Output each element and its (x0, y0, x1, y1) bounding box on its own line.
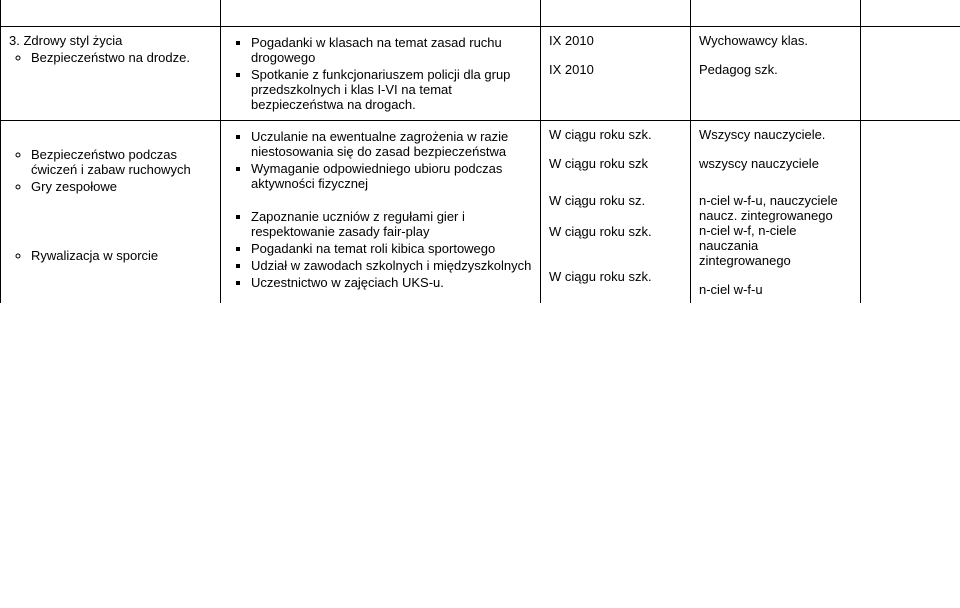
list-item: Uczulanie na ewentualne zagrożenia w raz… (251, 129, 532, 159)
table-row: Bezpieczeństwo podczas ćwiczeń i zabaw r… (1, 120, 960, 303)
list-item: Bezpieczeństwo na drodze. (31, 50, 212, 65)
list-item: Udział w zawodach szkolnych i międzyszko… (251, 258, 532, 273)
resp-text: Wszyscy nauczyciele. (699, 127, 852, 142)
resp-text: wszyscy nauczyciele (699, 156, 852, 171)
cell-empty (1, 0, 221, 26)
date-text: W ciągu roku szk. (549, 224, 682, 239)
cell-responsible: Wychowawcy klas. Pedagog szk. (691, 26, 861, 120)
activity-list: Zapoznanie uczniów z regułami gier i res… (229, 209, 532, 290)
resp-text: n-ciel w-f-u, nauczyciele naucz. zintegr… (699, 193, 852, 223)
date-text: W ciągu roku szk. (549, 127, 682, 142)
resp-text: Pedagog szk. (699, 62, 852, 77)
cell-dates: IX 2010 IX 2010 (541, 26, 691, 120)
cell-topic: 3. Zdrowy styl życia Bezpieczeństwo na d… (1, 26, 221, 120)
table-row (1, 0, 960, 26)
cell-activities: Pogadanki w klasach na temat zasad ruchu… (221, 26, 541, 120)
table-row: 3. Zdrowy styl życia Bezpieczeństwo na d… (1, 26, 960, 120)
list-item: Uczestnictwo w zajęciach UKS-u. (251, 275, 532, 290)
document-table: 3. Zdrowy styl życia Bezpieczeństwo na d… (0, 0, 960, 303)
resp-text: n-ciel w-f-u (699, 282, 852, 297)
list-item: Zapoznanie uczniów z regułami gier i res… (251, 209, 532, 239)
activity-list: Uczulanie na ewentualne zagrożenia w raz… (229, 129, 532, 191)
date-text: W ciągu roku sz. (549, 193, 682, 208)
cell-empty (861, 0, 960, 26)
cell-empty (691, 0, 861, 26)
list-item: Bezpieczeństwo podczas ćwiczeń i zabaw r… (31, 147, 212, 177)
cell-topic: Bezpieczeństwo podczas ćwiczeń i zabaw r… (1, 120, 221, 303)
date-text: IX 2010 (549, 62, 682, 77)
topic-list: Bezpieczeństwo podczas ćwiczeń i zabaw r… (9, 147, 212, 194)
resp-text: n-ciel w-f, n-ciele nauczania zintegrowa… (699, 223, 852, 268)
list-item: Wymaganie odpowiedniego ubioru podczas a… (251, 161, 532, 191)
list-item: Spotkanie z funkcjonariuszem policji dla… (251, 67, 532, 112)
list-item: Rywalizacja w sporcie (31, 248, 212, 263)
date-text: IX 2010 (549, 33, 682, 48)
list-item: Pogadanki w klasach na temat zasad ruchu… (251, 35, 532, 65)
date-text: W ciągu roku szk. (549, 269, 682, 284)
section-heading: 3. Zdrowy styl życia (9, 33, 212, 48)
activity-list: Pogadanki w klasach na temat zasad ruchu… (229, 35, 532, 112)
cell-empty (861, 26, 960, 120)
list-item: Pogadanki na temat roli kibica sportoweg… (251, 241, 532, 256)
topic-list: Bezpieczeństwo na drodze. (9, 50, 212, 65)
list-item: Gry zespołowe (31, 179, 212, 194)
cell-empty (221, 0, 541, 26)
cell-responsible: Wszyscy nauczyciele. wszyscy nauczyciele… (691, 120, 861, 303)
cell-empty (861, 120, 960, 303)
cell-activities: Uczulanie na ewentualne zagrożenia w raz… (221, 120, 541, 303)
cell-empty (541, 0, 691, 26)
cell-dates: W ciągu roku szk. W ciągu roku szk W cią… (541, 120, 691, 303)
topic-list: Rywalizacja w sporcie (9, 248, 212, 263)
resp-text: Wychowawcy klas. (699, 33, 852, 48)
date-text: W ciągu roku szk (549, 156, 682, 171)
